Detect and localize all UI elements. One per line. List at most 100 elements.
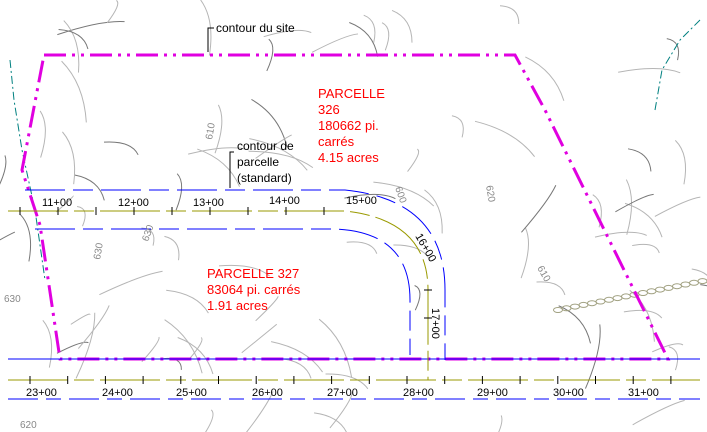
contour-line <box>56 341 89 354</box>
station-label: 24+00 <box>102 387 133 399</box>
contour-line <box>189 337 203 359</box>
contour-line <box>629 289 655 342</box>
contour-line <box>381 22 390 51</box>
contour-line <box>218 264 270 277</box>
contour-line <box>279 358 312 379</box>
contour-line <box>74 174 105 201</box>
contour-line <box>0 155 7 185</box>
contour-label: 610 <box>534 264 552 284</box>
contour-label: 630 <box>4 294 21 305</box>
leader-line <box>229 151 234 188</box>
parcel-contour-label: contour de <box>237 139 294 153</box>
contour-line <box>251 99 288 148</box>
station-label: 27+00 <box>327 387 358 399</box>
contour-line <box>625 179 633 235</box>
contour-line <box>271 341 323 373</box>
contour-line <box>318 318 353 378</box>
contour-line <box>414 285 421 311</box>
contour-line <box>391 9 413 43</box>
parcel-326-acres: 4.15 acres <box>318 150 379 165</box>
chain-link <box>595 298 606 305</box>
parcel-326-area: 180662 pi. <box>318 118 379 133</box>
station-label: 14+00 <box>269 195 300 207</box>
parcel-327-area: 83064 pi. carrés <box>207 282 301 297</box>
parcel-326-label: PARCELLE <box>318 86 385 101</box>
station-label: 29+00 <box>477 387 508 399</box>
station-label: 17+00 <box>429 308 441 339</box>
contour-line <box>241 323 278 354</box>
contour-line <box>521 185 557 233</box>
contour-line <box>55 195 74 213</box>
contour-line <box>106 0 119 24</box>
chain-link <box>638 290 648 296</box>
contour-line <box>627 148 652 172</box>
contour-line <box>141 227 155 246</box>
contour-line <box>624 202 663 238</box>
contour-line <box>615 193 654 213</box>
chain-link <box>621 293 631 300</box>
contour-line <box>346 241 378 254</box>
contour-line <box>75 312 96 379</box>
contour-line <box>263 29 312 38</box>
contour-line <box>188 147 249 155</box>
contour-line <box>674 140 687 185</box>
contour-line <box>373 181 435 207</box>
chain-link <box>570 303 580 310</box>
parcel-boundary-outer <box>25 189 446 360</box>
station-label: 25+00 <box>176 387 207 399</box>
contour-line <box>200 0 212 56</box>
contour-line <box>654 196 701 217</box>
chain-link <box>612 295 623 302</box>
contour-line <box>255 134 292 159</box>
chain-link <box>655 286 665 293</box>
contour-line <box>58 29 89 50</box>
station-label: 31+00 <box>628 387 659 399</box>
chain-link <box>672 283 682 290</box>
contour-line <box>311 33 359 53</box>
contour-line <box>668 346 679 371</box>
contour-line <box>20 214 32 262</box>
contour-line <box>691 268 707 276</box>
contour-line <box>61 60 87 123</box>
contour-line <box>63 20 80 73</box>
contour-line <box>363 14 376 43</box>
contour-line <box>652 343 684 353</box>
contour-line <box>584 324 601 389</box>
contour-line <box>214 104 223 154</box>
contour-line <box>245 391 274 432</box>
contour-line <box>57 20 125 36</box>
teal-line <box>9 59 46 281</box>
parcel-326-label: 326 <box>318 102 340 117</box>
contour-line <box>632 399 685 426</box>
contour-line <box>520 227 529 279</box>
chain-link <box>578 301 589 308</box>
contour-line <box>329 391 354 429</box>
station-label: 30+00 <box>553 387 584 399</box>
contour-label: 620 <box>483 185 497 204</box>
contour-line <box>666 38 680 61</box>
chain-link <box>689 279 699 286</box>
contour-line <box>424 189 443 234</box>
contour-line <box>249 138 308 171</box>
contour-line <box>39 110 46 158</box>
parcel-327-acres: 1.91 acres <box>207 298 268 313</box>
contour-line <box>77 206 86 227</box>
contour-line <box>325 373 369 390</box>
contour-label: 630 <box>92 242 106 261</box>
station-label: 13+00 <box>193 197 224 209</box>
contour-line <box>62 131 76 185</box>
contour-line <box>177 337 214 375</box>
station-label: 12+00 <box>118 197 149 209</box>
contour-label: 620 <box>20 420 37 431</box>
contour-line <box>474 120 535 157</box>
contour-line <box>618 68 681 74</box>
contour-line <box>498 415 503 432</box>
contour-line <box>0 231 16 241</box>
contour-label: 610 <box>204 122 218 141</box>
station-label: 26+00 <box>252 387 283 399</box>
contour-line <box>248 150 314 169</box>
contour-line <box>164 235 180 261</box>
contour-line <box>255 296 279 322</box>
contour-line <box>197 148 240 187</box>
